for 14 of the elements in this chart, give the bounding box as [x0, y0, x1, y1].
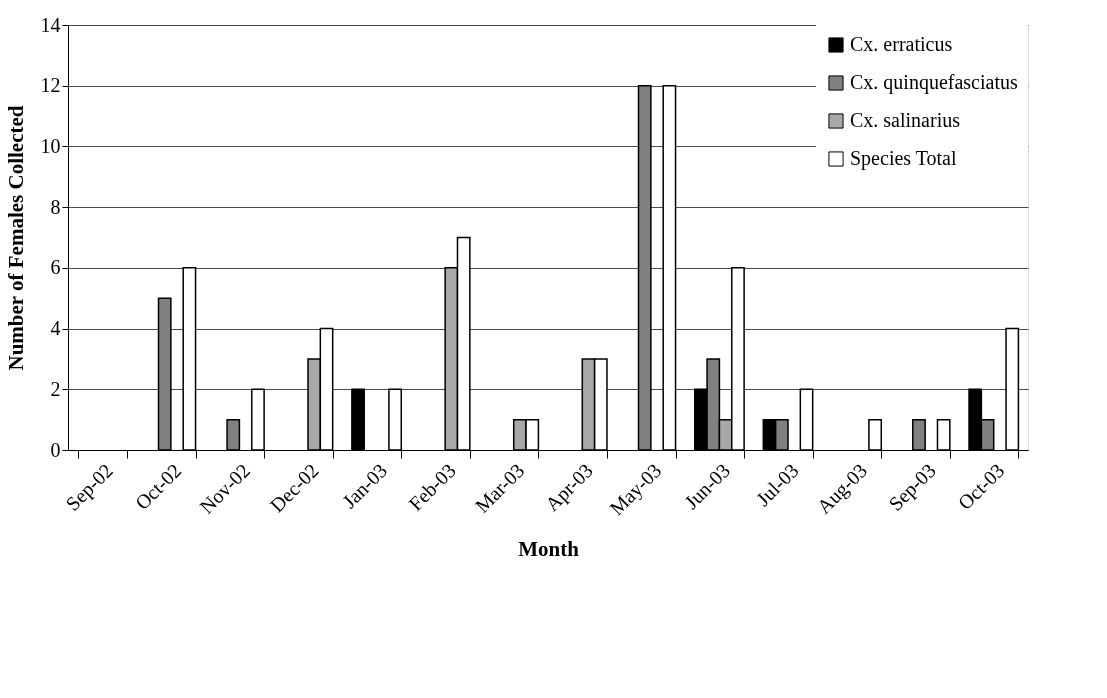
- y-tick-label: 14: [40, 13, 61, 36]
- y-axis-title: Number of Females Collected: [3, 105, 28, 371]
- y-tick-label: 4: [50, 317, 61, 340]
- y-tick-label: 0: [50, 438, 61, 461]
- legend-label: Cx. quinquefasciatus: [850, 71, 1018, 94]
- y-tick-label: 12: [40, 74, 61, 97]
- y-tick-label: 2: [50, 377, 61, 400]
- y-tick-label: 6: [50, 256, 61, 279]
- legend-label: Cx. salinarius: [850, 109, 961, 131]
- y-tick-label: 8: [50, 195, 61, 218]
- x-axis-title: Month: [518, 537, 580, 562]
- legend-label: Species Total: [850, 147, 957, 170]
- legend-label: Cx. erraticus: [850, 33, 953, 55]
- y-tick-label: 10: [40, 134, 61, 157]
